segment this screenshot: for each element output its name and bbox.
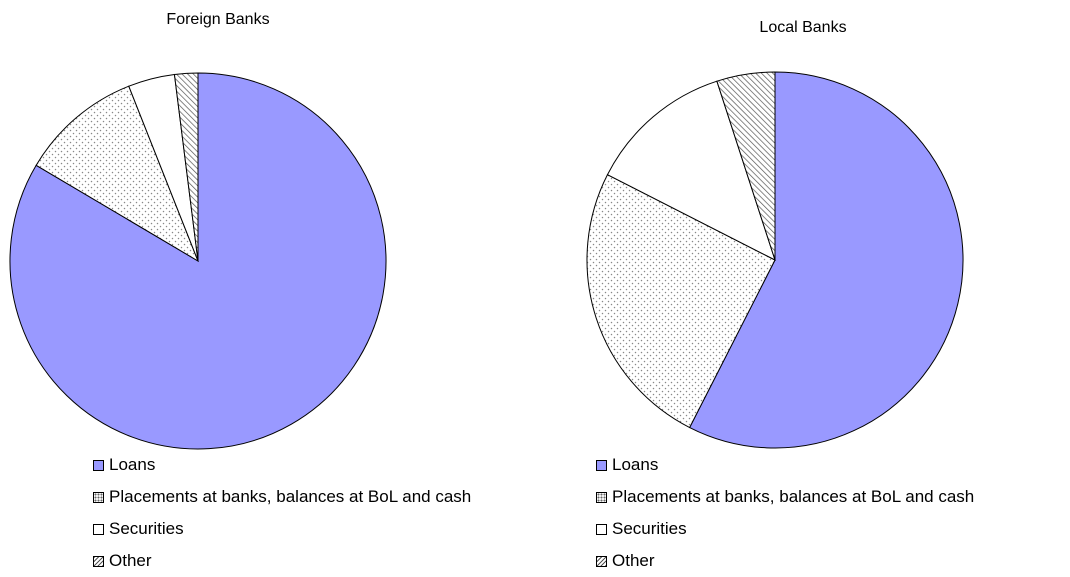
foreign-banks-chart: Foreign Banks Loans Placements at banks,…	[0, 0, 535, 574]
pie-slice-loans	[688, 71, 964, 449]
legend-item-loans: Loans	[596, 449, 974, 481]
legend-swatch-other	[93, 555, 104, 567]
legend-item-other: Other	[596, 545, 974, 577]
chart-title: Foreign Banks	[166, 11, 270, 28]
legend-label: Loans	[109, 455, 156, 474]
legend-label: Other	[612, 551, 655, 570]
legend-label: Securities	[612, 519, 687, 538]
legend: Loans Placements at banks, balances at B…	[93, 449, 471, 577]
pie-slice-securities	[606, 80, 776, 261]
legend-item-securities: Securities	[93, 513, 471, 545]
pie-plot	[586, 71, 964, 449]
legend-item-placements: Placements at banks, balances at BoL and…	[93, 481, 471, 513]
legend-label: Other	[109, 551, 152, 570]
legend-swatch-loans	[596, 459, 607, 471]
legend-label: Placements at banks, balances at BoL and…	[612, 487, 975, 506]
legend-swatch-other	[596, 555, 607, 567]
legend-swatch-securities	[93, 523, 104, 535]
pie-plot	[9, 72, 387, 450]
pie-slice-placements	[586, 173, 776, 429]
legend-label: Securities	[109, 519, 184, 538]
pie-slice-other	[173, 72, 199, 262]
legend-label: Placements at banks, balances at BoL and…	[109, 487, 472, 506]
legend-swatch-securities	[596, 523, 607, 535]
legend-item-placements: Placements at banks, balances at BoL and…	[596, 481, 974, 513]
legend: Loans Placements at banks, balances at B…	[596, 449, 974, 577]
local-banks-chart: Local Banks Loans Placements at banks, b…	[535, 0, 1070, 574]
pie-slice-other	[716, 71, 776, 261]
legend-item-loans: Loans	[93, 449, 471, 481]
legend-item-securities: Securities	[596, 513, 974, 545]
legend-label: Loans	[612, 455, 659, 474]
legend-swatch-placements	[596, 491, 607, 503]
legend-item-other: Other	[93, 545, 471, 577]
legend-swatch-placements	[93, 491, 104, 503]
chart-title: Local Banks	[759, 19, 847, 36]
pie-slice-placements	[35, 85, 200, 263]
legend-swatch-loans	[93, 459, 104, 471]
